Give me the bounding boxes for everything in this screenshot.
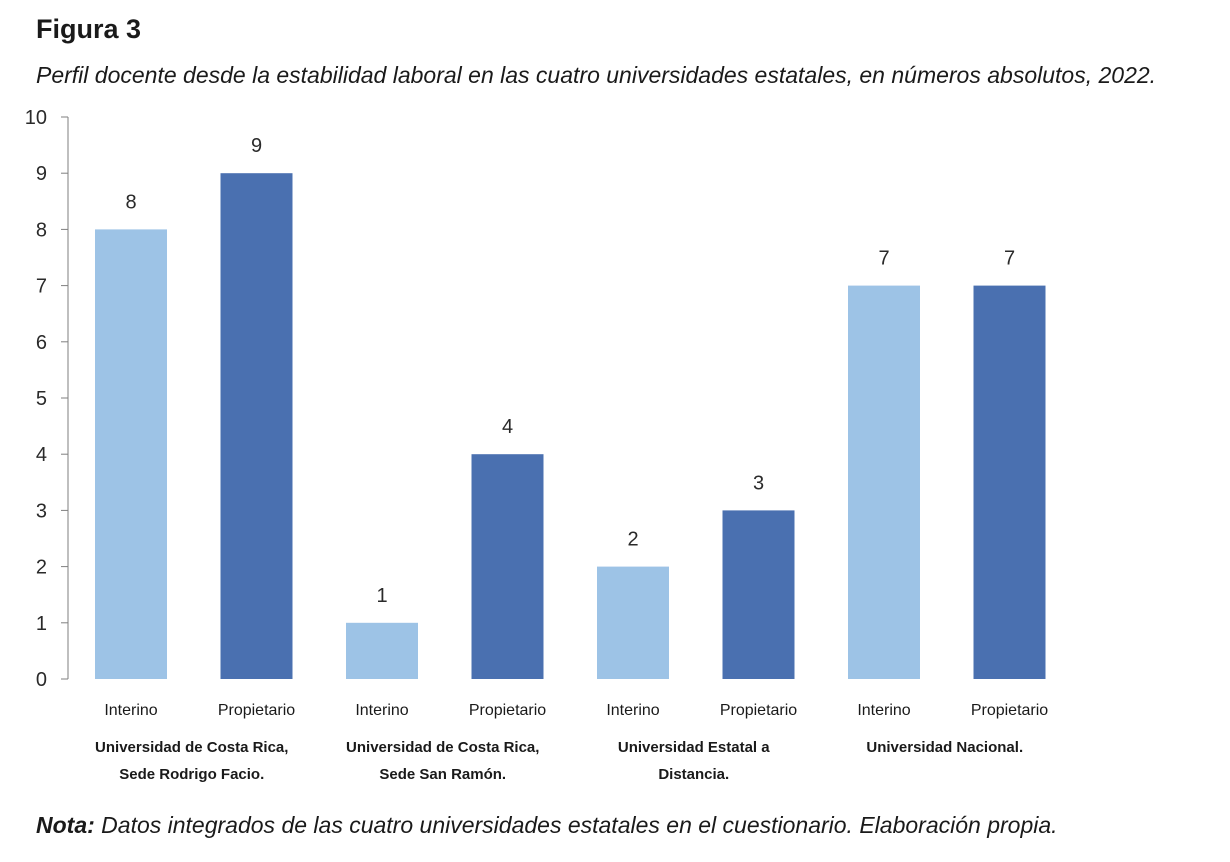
category-label: Propietario — [469, 702, 546, 719]
data-label: 7 — [1004, 248, 1015, 270]
bar — [848, 285, 920, 679]
y-tick-label: 6 — [36, 332, 47, 354]
data-label: 9 — [251, 135, 262, 157]
bar — [597, 566, 669, 679]
chart-title: Perfil docente desde la estabilidad labo… — [36, 62, 1157, 88]
bar — [973, 285, 1046, 679]
bar-chart: 0 1 2 3 4 5 6 7 8 9 10 8 Interino 9 Propietario Univers… — [25, 107, 1049, 783]
y-tick-label: 10 — [25, 107, 47, 129]
category-label: Interino — [606, 702, 659, 719]
data-label: 1 — [376, 585, 387, 607]
bar — [95, 229, 167, 679]
category-label: Interino — [104, 702, 157, 719]
y-tick-label: 4 — [36, 444, 47, 466]
category-label: Propietario — [218, 702, 295, 719]
chart-note: Nota: Datos integrados de las cuatro uni… — [36, 812, 1058, 839]
figure-label: Figura 3 — [36, 14, 142, 44]
y-tick-label: 8 — [36, 219, 47, 241]
y-tick-label: 9 — [36, 163, 47, 185]
bar — [722, 510, 795, 679]
y-tick-label: 2 — [36, 557, 47, 579]
category-label: Propietario — [720, 702, 797, 719]
group-label: Sede San Ramón. — [379, 766, 506, 783]
group-label: Universidad Estatal a — [618, 739, 770, 756]
bar — [471, 454, 544, 679]
y-tick-label: 0 — [36, 669, 47, 691]
data-label: 7 — [878, 248, 889, 270]
group-label: Distancia. — [658, 766, 729, 783]
y-tick-label: 1 — [36, 613, 47, 635]
bar — [346, 622, 418, 679]
data-label: 8 — [125, 191, 136, 213]
data-label: 4 — [502, 416, 513, 438]
data-label: 2 — [627, 529, 638, 551]
group-label: Universidad de Costa Rica, — [95, 739, 288, 756]
y-tick-label: 3 — [36, 500, 47, 522]
data-label: 3 — [753, 472, 764, 494]
bar — [220, 173, 293, 679]
note-text: Datos integrados de las cuatro universid… — [94, 812, 1058, 838]
y-tick-label: 5 — [36, 388, 47, 410]
note-prefix: Nota: — [36, 812, 95, 838]
category-label: Interino — [355, 702, 408, 719]
group-label: Universidad de Costa Rica, — [346, 739, 539, 756]
category-label: Interino — [857, 702, 910, 719]
group-label: Sede Rodrigo Facio. — [119, 766, 264, 783]
category-label: Propietario — [971, 702, 1048, 719]
group-label: Universidad Nacional. — [866, 739, 1023, 756]
y-tick-label: 7 — [36, 276, 47, 298]
